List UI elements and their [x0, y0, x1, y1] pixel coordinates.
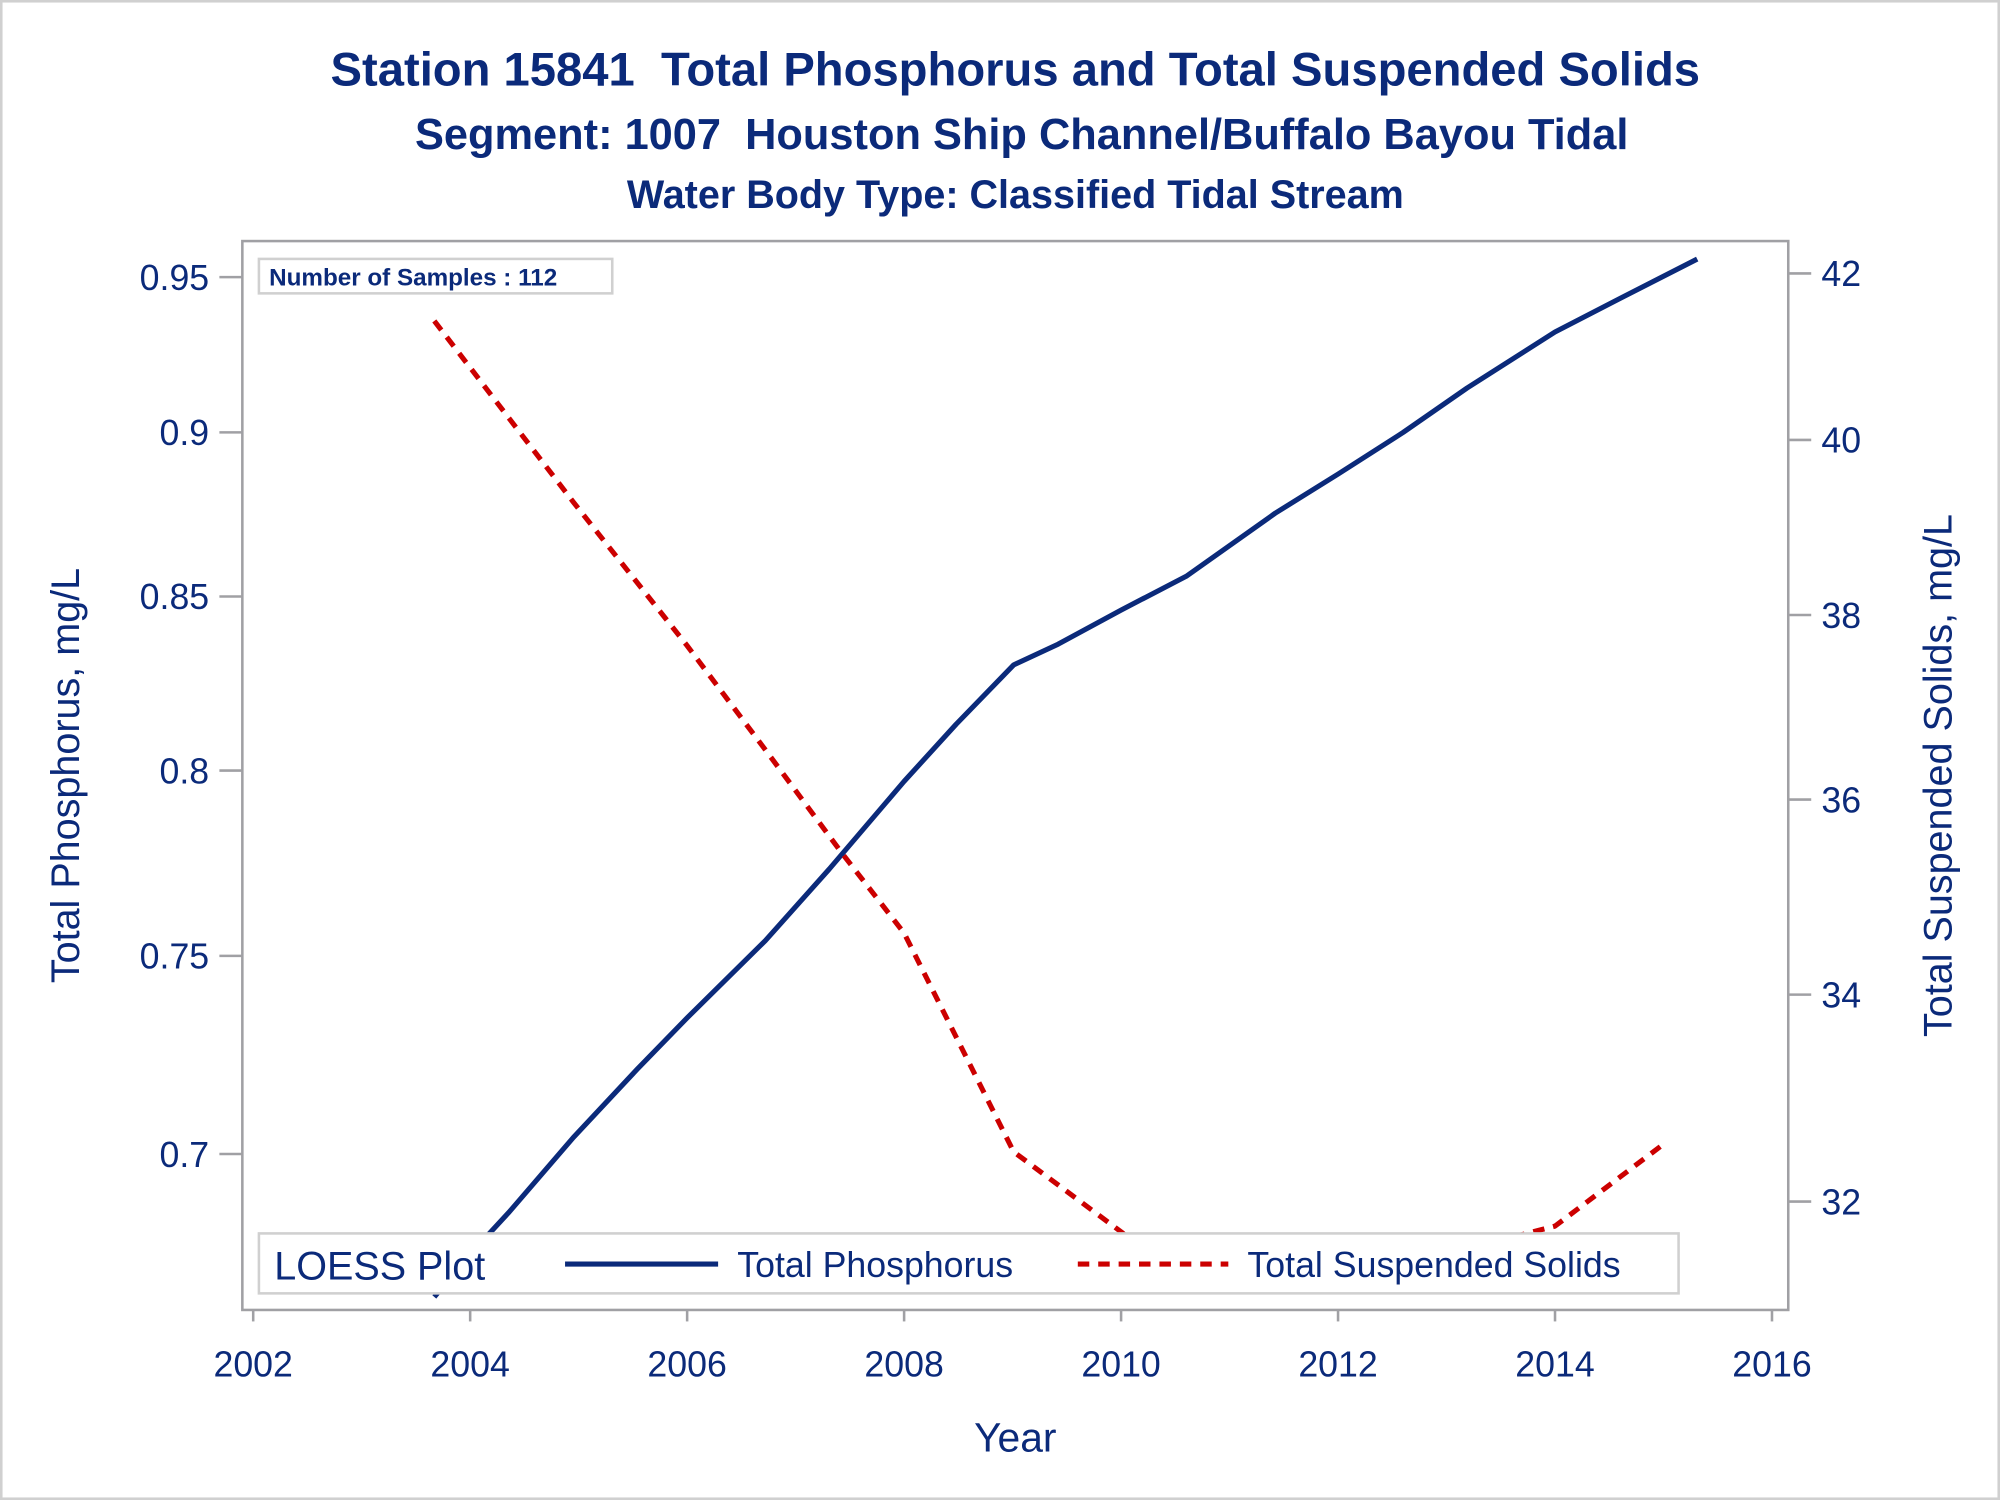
y-tick-label: 0.85 [140, 577, 209, 617]
x-axis: 2002 2004 2006 2008 2010 2012 2014 2016 [213, 1309, 1812, 1384]
series-line-total-phosphorus [432, 256, 1699, 1299]
y-axis-right: 32 34 36 38 40 42 [1788, 254, 1861, 1222]
x-tick-label: 2016 [1732, 1344, 1811, 1384]
plot-frame [241, 239, 1790, 1312]
y-tick-label: 0.95 [140, 258, 209, 298]
y2-tick-label: 34 [1821, 975, 1861, 1015]
x-tick-label: 2006 [647, 1344, 726, 1384]
y-tick-label: 0.9 [160, 413, 210, 453]
y2-tick-label: 42 [1821, 254, 1861, 294]
x-tick-label: 2014 [1515, 1344, 1594, 1384]
legend-title: LOESS Plot [274, 1244, 485, 1288]
legend: LOESS Plot Total Phosphorus Total Suspen… [257, 1232, 1680, 1295]
y-tick-label: 0.75 [140, 937, 209, 977]
y2-tick-label: 40 [1821, 421, 1861, 461]
y-tick-label: 0.7 [160, 1135, 210, 1175]
sample-count-box: Number of Samples : 112 [257, 257, 614, 295]
legend-label-tp: Total Phosphorus [737, 1245, 1013, 1285]
y2-tick-label: 38 [1821, 596, 1861, 636]
chart-subtitle: Segment: 1007 Houston Ship Channel/Buffa… [415, 111, 1628, 159]
y-axis-left: 0.7 0.75 0.8 0.85 0.9 0.95 [140, 258, 243, 1175]
y2-axis-label: Total Suspended Solids, mg/L [1917, 514, 1961, 1037]
y-axis-label: Total Phosphorus, mg/L [44, 568, 88, 983]
x-tick-label: 2002 [213, 1344, 292, 1384]
series-group [432, 256, 1699, 1299]
sample-count-frame [257, 257, 614, 295]
legend-label-tss: Total Suspended Solids [1247, 1245, 1620, 1285]
y2-tick-label: 36 [1821, 780, 1861, 820]
y2-tick-label: 32 [1821, 1182, 1861, 1222]
x-axis-label: Year [974, 1415, 1056, 1461]
x-tick-label: 2010 [1081, 1344, 1160, 1384]
x-tick-label: 2004 [430, 1344, 509, 1384]
sample-count-text: Number of Samples : 112 [269, 265, 557, 292]
series-line-total-suspended-solids [432, 319, 1667, 1295]
legend-frame [257, 1232, 1680, 1295]
x-tick-label: 2008 [864, 1344, 943, 1384]
chart-title: Station 15841 Total Phosphorus and Total… [331, 43, 1700, 96]
y-tick-label: 0.8 [160, 751, 210, 791]
x-tick-label: 2012 [1298, 1344, 1377, 1384]
chart-subtitle-2: Water Body Type: Classified Tidal Stream [627, 173, 1404, 217]
